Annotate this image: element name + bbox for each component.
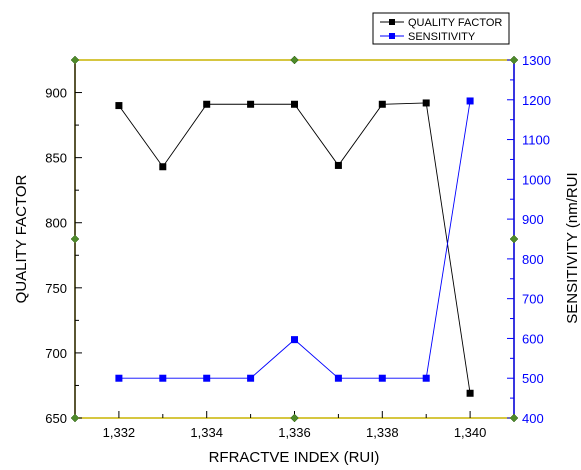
data-point-quality-factor [422,99,430,107]
y-right-tick-label: 900 [522,212,544,227]
y-right-tick-label: 500 [522,371,544,386]
y-left-tick-label: 800 [45,216,67,231]
x-tick-label: 1,336 [278,425,311,440]
frame-marker [509,413,519,423]
x-tick-label: 1,340 [454,425,487,440]
y-left-tick-label: 900 [45,86,67,101]
data-point-sensitivity [291,336,298,344]
x-tick-label: 1,334 [190,425,223,440]
data-point-quality-factor [291,100,298,108]
x-tick-label: 1,332 [103,425,136,440]
data-point-quality-factor [247,100,255,108]
data-point-quality-factor [334,161,342,169]
y-right-tick-label: 1000 [522,172,551,187]
data-point-sensitivity [115,374,123,382]
legend-marker-sensitivity [389,33,395,39]
y-right-tick-label: 1100 [522,133,550,148]
frame-marker [509,234,519,244]
data-point-quality-factor [378,100,386,108]
y-left-tick-label: 700 [45,346,67,361]
data-point-sensitivity [378,374,386,382]
legend-box [372,12,510,45]
series-layer [115,97,474,397]
x-tick-label: 1,338 [366,425,399,440]
y-axis-left-title: QUALITY FACTOR [13,175,30,304]
y-right-tick-label: 600 [522,331,544,346]
legend: QUALITY FACTOR SENSITIVITY [372,12,510,45]
legend-marker-quality-factor [389,19,395,25]
y-left-tick-label: 850 [45,151,67,166]
x-axis-title: RFRACTVE INDEX (RUI) [209,449,380,466]
y-right-tick-label: 1200 [522,93,551,108]
data-point-sensitivity [334,374,342,382]
data-point-quality-factor [115,102,123,110]
frame-marker [290,413,299,423]
y-right-tick-label: 700 [522,292,544,307]
data-point-sensitivity [159,374,167,382]
data-point-sensitivity [466,97,474,105]
data-point-sensitivity [422,374,430,382]
data-point-sensitivity [203,374,211,382]
data-point-sensitivity [247,374,255,382]
legend-label-sensitivity: SENSITIVITY [408,31,476,43]
data-point-quality-factor [203,100,211,108]
data-point-quality-factor [159,163,167,171]
frame-marker [70,413,80,423]
y-axis-right-title: SENSITIVITY (nm/RUI [564,172,581,323]
y-right-tick-label: 400 [522,411,544,426]
frame-marker [70,55,80,65]
frame-markers [70,55,519,423]
tick-labels: 1,332 1,334 1,336 1,338 1,340 650 700 750 800 850… [45,53,551,440]
data-point-quality-factor [466,389,474,397]
y-right-tick-label: 1300 [522,53,551,68]
legend-label-quality-factor: QUALITY FACTOR [408,17,502,29]
frame-marker [290,55,299,65]
frame-marker [509,55,519,65]
frame-marker [70,234,80,244]
y-left-tick-label: 650 [45,411,67,426]
y-right-tick-label: 800 [522,252,544,267]
series-line-quality-factor [118,102,471,394]
y-left-tick-label: 750 [45,281,67,296]
